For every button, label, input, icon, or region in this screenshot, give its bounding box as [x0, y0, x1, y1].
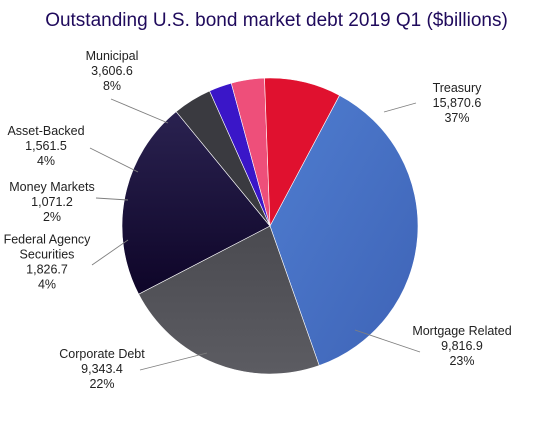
data-label-name-asset-backed: Asset-Backed [7, 124, 84, 138]
data-label-percent-treasury: 37% [444, 111, 469, 125]
pie-slice-treasury [269, 94, 419, 366]
chart-title: Outstanding U.S. bond market debt 2019 Q… [45, 10, 508, 31]
data-label-value-asset-backed: 1,561.5 [25, 139, 67, 153]
data-label-percent-money-markets: 2% [43, 210, 61, 224]
data-label-name-federal-agency-securities: Securities [20, 248, 75, 262]
data-label-name-money-markets: Money Markets [9, 180, 94, 194]
data-label-value-mortgage-related: 9,816.9 [441, 339, 483, 353]
data-label-name-federal-agency-securities: Federal Agency [4, 233, 92, 247]
leader-line-federal-agency-securities [91, 239, 129, 266]
data-label-percent-municipal: 8% [103, 79, 121, 93]
data-label-name-mortgage-related: Mortgage Related [412, 324, 511, 338]
leader-line-money-markets [95, 197, 129, 201]
data-label-percent-federal-agency-securities: 4% [38, 278, 56, 292]
data-label-value-treasury: 15,870.6 [433, 96, 482, 110]
pie-slice-corporate-debt [121, 111, 271, 295]
data-label-value-municipal: 3,606.6 [91, 64, 133, 78]
pie-slice-municipal [264, 77, 340, 228]
data-label-value-federal-agency-securities: 1,826.7 [26, 263, 68, 277]
leader-line-mortgage-related [354, 329, 421, 353]
data-label-percent-mortgage-related: 23% [449, 354, 474, 368]
data-label-name-treasury: Treasury [433, 81, 483, 95]
data-label-name-municipal: Municipal [86, 49, 139, 63]
leader-line-municipal [110, 98, 169, 124]
data-label-value-corporate-debt: 9,343.4 [81, 362, 123, 376]
data-label-name-corporate-debt: Corporate Debt [59, 347, 145, 361]
pie-slice-mortgage-related [138, 225, 320, 375]
data-label-percent-corporate-debt: 22% [89, 377, 114, 391]
leader-line-asset-backed [89, 147, 139, 173]
data-label-percent-asset-backed: 4% [37, 154, 55, 168]
leader-line-corporate-debt [139, 352, 208, 371]
leader-line-treasury [383, 102, 417, 113]
data-label-value-money-markets: 1,071.2 [31, 195, 73, 209]
